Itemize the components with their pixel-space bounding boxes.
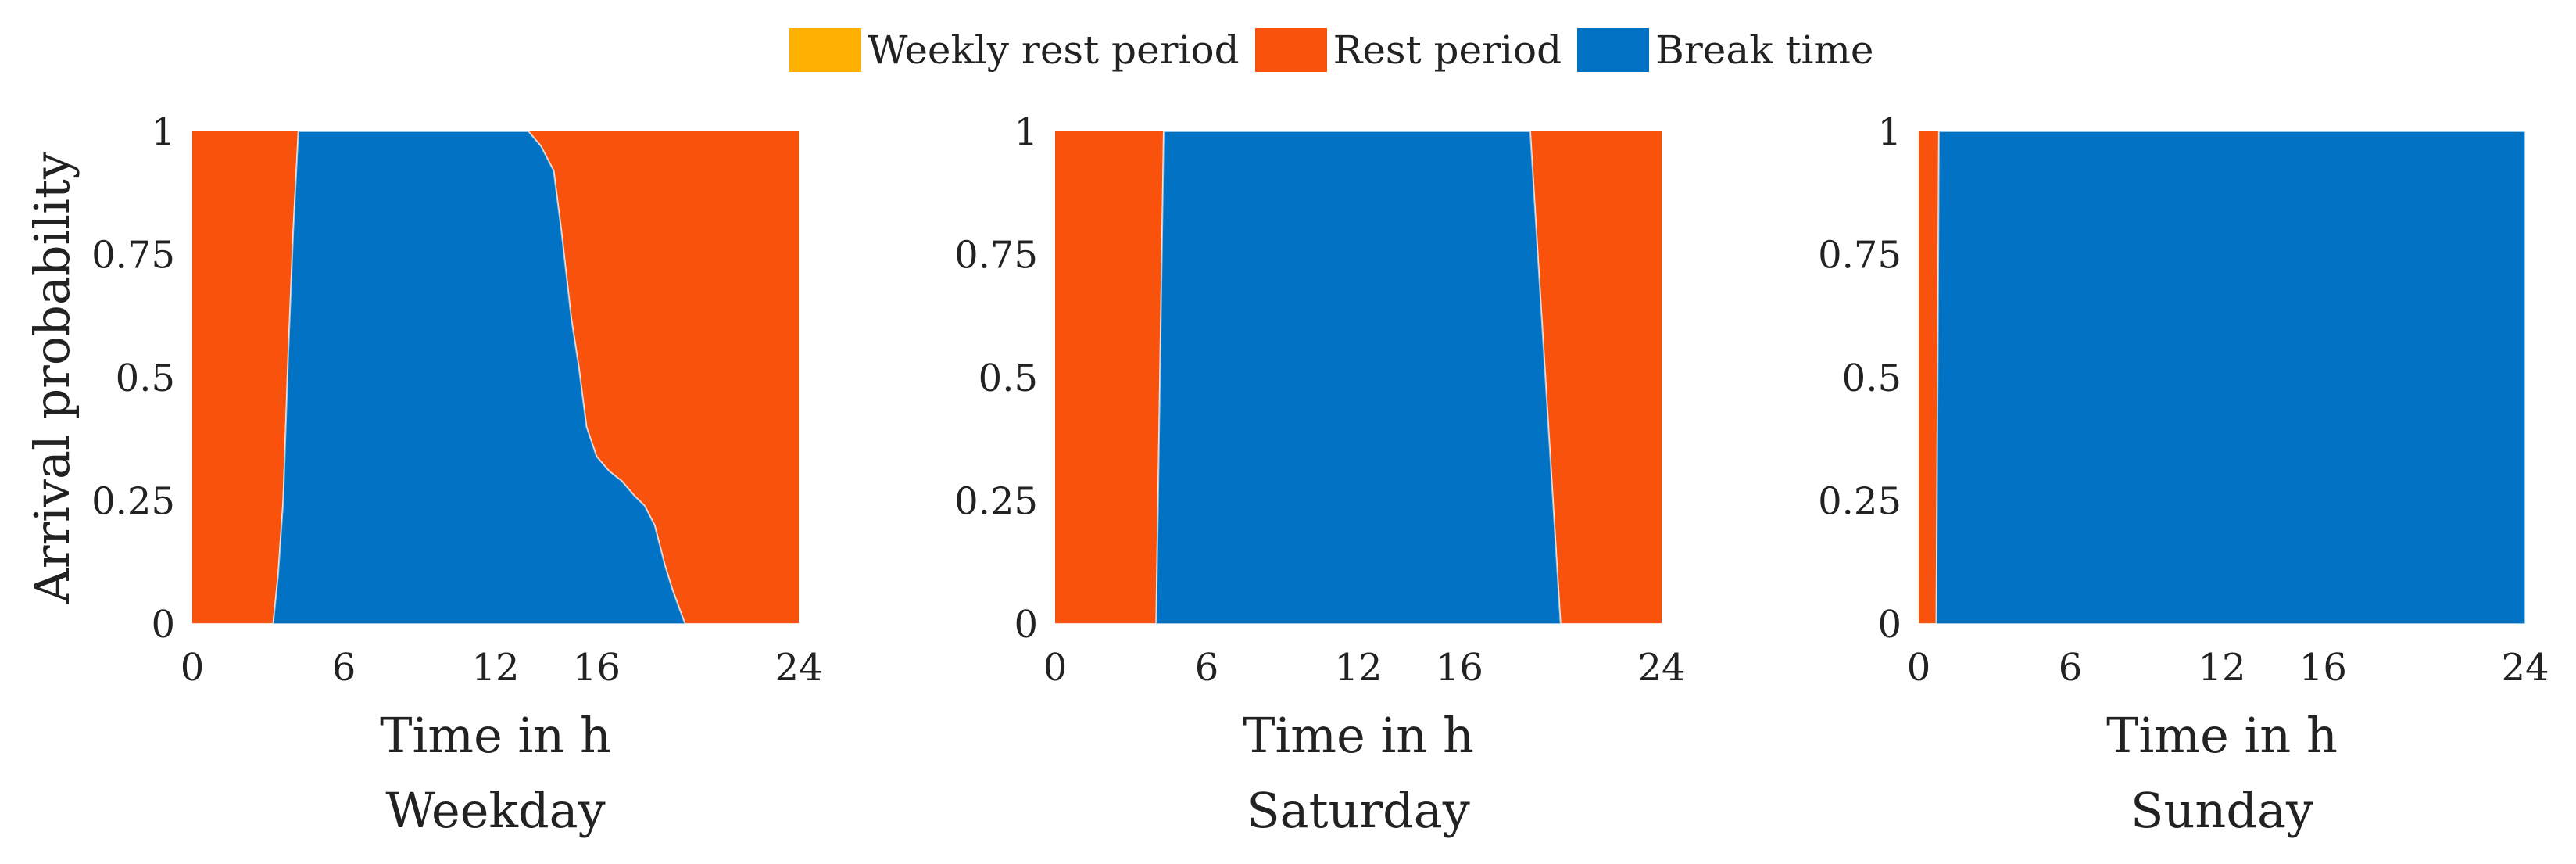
y-tick-label: 0.5 bbox=[116, 357, 175, 400]
x-tick-label: 0 bbox=[1043, 646, 1068, 690]
x-tick-label: 0 bbox=[1907, 646, 1931, 690]
chart-panel-sunday: 0 0.25 0.5 0.75 1 0 6 12 16 24 Time in h Sunday bbox=[1818, 110, 2549, 839]
x-axis-label: Time in h bbox=[380, 707, 611, 764]
chart-panel-weekday: 0 0.25 0.5 0.75 1 0 6 12 16 24 Time in h Weekday Arr… bbox=[23, 110, 823, 839]
y-axis-label: Arrival probability bbox=[23, 152, 80, 604]
x-tick-label: 12 bbox=[471, 646, 519, 690]
panel-subtitle: Saturday bbox=[1247, 782, 1470, 839]
y-tick-label: 1 bbox=[151, 110, 175, 154]
x-tick-label: 0 bbox=[181, 646, 205, 690]
legend-swatch-rest bbox=[1254, 28, 1327, 72]
y-tick-label: 0.25 bbox=[954, 480, 1038, 524]
x-tick-label: 6 bbox=[2059, 646, 2083, 690]
y-tick-label: 0.5 bbox=[1842, 357, 1902, 400]
legend-item-weekly-rest: Weekly rest period bbox=[789, 27, 1240, 73]
legend-item-break: Break time bbox=[1577, 27, 1873, 73]
x-tick-label: 24 bbox=[1637, 646, 1685, 690]
y-tick-label: 0 bbox=[151, 603, 175, 647]
break-time-area bbox=[192, 131, 799, 625]
x-axis-label: Time in h bbox=[1243, 707, 1474, 764]
legend-swatch-break bbox=[1577, 28, 1650, 72]
x-tick-label: 16 bbox=[2299, 646, 2347, 690]
y-tick-label: 1 bbox=[1014, 110, 1038, 154]
chart-panel-saturday: 0 0.25 0.5 0.75 1 0 6 12 16 24 Time in h Saturday bbox=[954, 110, 1685, 839]
legend-label-weekly-rest: Weekly rest period bbox=[868, 27, 1240, 73]
x-tick-label: 16 bbox=[1436, 646, 1483, 690]
legend-label-rest: Rest period bbox=[1333, 27, 1562, 73]
x-axis-label: Time in h bbox=[2106, 707, 2338, 764]
x-tick-label: 12 bbox=[1334, 646, 1382, 690]
y-tick-label: 0.75 bbox=[91, 234, 175, 278]
panel-subtitle: Sunday bbox=[2131, 782, 2313, 839]
x-tick-label: 24 bbox=[775, 646, 822, 690]
legend-swatch-weekly-rest bbox=[789, 28, 861, 72]
panel-subtitle: Weekday bbox=[385, 782, 605, 839]
x-tick-label: 6 bbox=[332, 646, 356, 690]
break-time-area bbox=[1055, 131, 1662, 625]
y-tick-label: 0.75 bbox=[954, 234, 1038, 278]
x-tick-label: 24 bbox=[2501, 646, 2549, 690]
legend-label-break: Break time bbox=[1655, 27, 1874, 73]
y-tick-label: 0.75 bbox=[1818, 234, 1902, 278]
legend: Weekly rest period Rest period Break tim… bbox=[789, 22, 1889, 78]
x-tick-label: 12 bbox=[2198, 646, 2245, 690]
y-tick-label: 0 bbox=[1877, 603, 1902, 647]
x-tick-label: 6 bbox=[1195, 646, 1219, 690]
y-tick-label: 0.5 bbox=[979, 357, 1038, 400]
x-tick-label: 16 bbox=[573, 646, 621, 690]
break-time-area bbox=[1919, 131, 2526, 625]
y-tick-label: 0.25 bbox=[1818, 480, 1902, 524]
y-tick-label: 0.25 bbox=[91, 480, 175, 524]
y-tick-label: 0 bbox=[1014, 603, 1038, 647]
y-tick-label: 1 bbox=[1877, 110, 1902, 154]
legend-item-rest: Rest period bbox=[1254, 27, 1562, 73]
